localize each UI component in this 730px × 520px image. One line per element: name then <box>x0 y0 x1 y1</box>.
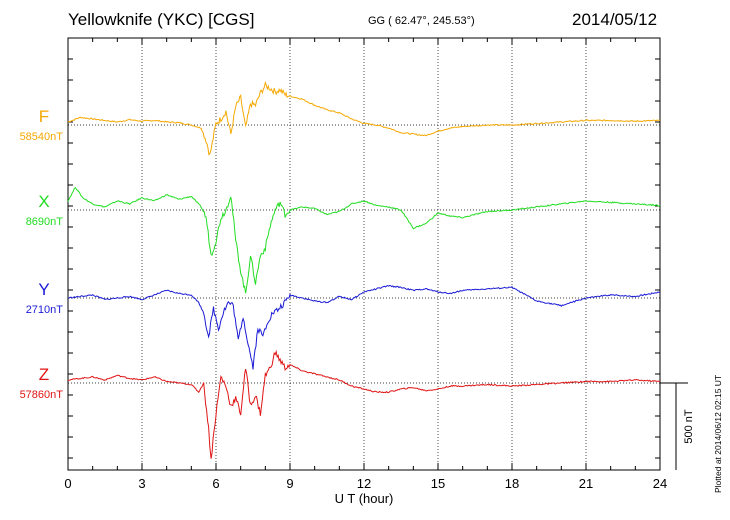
x-tick-label: 21 <box>579 476 593 491</box>
plotted-timestamp: Plotted at 2014/06/12 02:15 UT <box>713 375 723 493</box>
series-baseline-y: 2710nT <box>26 304 64 316</box>
x-tick-label: 12 <box>357 476 371 491</box>
x-axis-label: U T (hour) <box>335 491 394 506</box>
scale-bar-label: 500 nT <box>683 409 695 444</box>
chart-date: 2014/05/12 <box>572 10 658 29</box>
series-line-x <box>67 186 661 294</box>
series-baseline-f: 58540nT <box>20 131 64 143</box>
x-tick-label: 15 <box>431 476 445 491</box>
x-tick-label: 0 <box>64 476 71 491</box>
series-baseline-z: 57860nT <box>20 389 64 401</box>
plotted-timestamp-text: Plotted at 2014/06/12 02:15 UT <box>713 375 723 493</box>
series-name-x: X <box>38 192 49 211</box>
x-tick-label: 24 <box>653 476 667 491</box>
series-name-z: Z <box>39 365 49 384</box>
series-line-f <box>67 80 661 156</box>
series-line-z <box>67 349 661 459</box>
x-tick-label: 6 <box>212 476 219 491</box>
x-tick-label: 9 <box>286 476 293 491</box>
series-name-f: F <box>39 107 49 126</box>
series-baseline-x: 8690nT <box>26 216 64 228</box>
x-tick-label: 18 <box>505 476 519 491</box>
series-name-y: Y <box>38 280 49 299</box>
series-line-y <box>67 284 661 370</box>
x-tick-label: 3 <box>138 476 145 491</box>
geographic-coordinates: GG ( 62.47°, 245.53°) <box>368 15 475 27</box>
station-title: Yellowknife (YKC) [CGS] <box>68 10 255 29</box>
